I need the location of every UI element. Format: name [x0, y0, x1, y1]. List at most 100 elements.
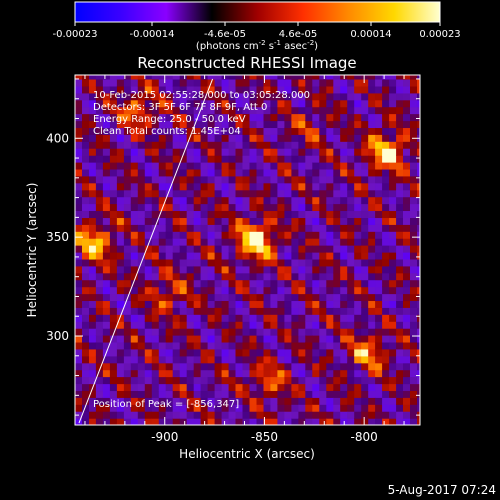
heatmap-pixel [89, 245, 97, 253]
heatmap-pixel [144, 134, 153, 142]
heatmap-pixel [417, 148, 420, 156]
heatmap-pixel [354, 300, 362, 308]
heatmap-pixel [242, 203, 251, 212]
heatmap-pixel [249, 411, 258, 419]
heatmap-pixel [375, 224, 383, 232]
heatmap-pixel [340, 79, 348, 87]
heatmap-pixel [417, 383, 420, 392]
heatmap-pixel [291, 99, 299, 108]
heatmap-pixel [235, 134, 244, 142]
heatmap-pixel [144, 168, 153, 177]
heatmap-pixel [144, 307, 153, 315]
heatmap-pixel [130, 376, 139, 385]
heatmap-pixel [193, 314, 202, 322]
heatmap-pixel [368, 196, 376, 205]
heatmap-pixel [382, 418, 390, 425]
heatmap-pixel [319, 335, 327, 343]
heatmap-pixel [354, 141, 362, 149]
heatmap-pixel [368, 272, 376, 281]
heatmap-pixel [326, 335, 334, 343]
heatmap-pixel [75, 120, 83, 129]
heatmap-pixel [116, 134, 125, 142]
heatmap-pixel [410, 113, 418, 122]
heatmap-pixel [326, 113, 334, 122]
heatmap-pixel [368, 328, 376, 336]
heatmap-pixel [403, 369, 411, 378]
heatmap-pixel [347, 85, 355, 94]
heatmap-pixel [256, 85, 265, 94]
heatmap-pixel [207, 175, 216, 184]
heatmap-pixel [82, 272, 90, 281]
heatmap-pixel [347, 224, 355, 232]
heatmap-pixel [354, 404, 362, 412]
heatmap-pixel [116, 238, 125, 246]
heatmap-pixel [410, 245, 418, 253]
heatmap-pixel [186, 203, 195, 212]
heatmap-pixel [270, 155, 278, 163]
heatmap-pixel [410, 120, 418, 129]
heatmap-pixel [193, 321, 202, 329]
heatmap-pixel [319, 85, 327, 94]
heatmap-pixel [277, 300, 285, 308]
heatmap-pixel [417, 418, 420, 425]
heatmap-pixel [89, 175, 97, 184]
heatmap-pixel [242, 134, 251, 142]
heatmap-pixel [382, 217, 390, 225]
heatmap-pixel [116, 217, 125, 225]
heatmap-pixel [284, 182, 292, 191]
heatmap-pixel [389, 113, 397, 122]
heatmap-pixel [319, 418, 327, 425]
heatmap-pixel [137, 175, 146, 184]
heatmap-pixel [95, 362, 104, 371]
heatmap-pixel [144, 272, 153, 281]
heatmap-pixel [130, 272, 139, 281]
heatmap-pixel [347, 155, 355, 163]
heatmap-pixel [151, 196, 160, 205]
heatmap-pixel [396, 168, 404, 177]
heatmap-pixel [207, 300, 216, 308]
heatmap-pixel [305, 189, 313, 198]
heatmap-pixel [382, 155, 390, 163]
heatmap-pixel [410, 328, 418, 336]
heatmap-pixel [89, 328, 97, 336]
heatmap-pixel [144, 175, 153, 184]
heatmap-pixel [207, 355, 216, 364]
heatmap-pixel [82, 376, 90, 385]
heatmap-pixel [375, 404, 383, 412]
heatmap-pixel [249, 279, 258, 288]
heatmap-pixel [312, 162, 320, 170]
heatmap-pixel [319, 272, 327, 281]
heatmap-pixel [151, 328, 160, 336]
heatmap-pixel [179, 127, 188, 135]
heatmap-pixel [109, 141, 118, 149]
heatmap-pixel [214, 106, 223, 115]
heatmap-pixel [130, 210, 139, 219]
heatmap-pixel [347, 293, 355, 302]
heatmap-pixel [249, 168, 258, 177]
heatmap-pixel [417, 293, 420, 302]
heatmap-pixel [158, 134, 167, 142]
heatmap-pixel [137, 369, 146, 378]
heatmap-pixel [123, 134, 132, 142]
heatmap-pixel [375, 238, 383, 246]
heatmap-pixel [305, 369, 313, 378]
heatmap-pixel [284, 155, 292, 163]
heatmap-pixel [158, 196, 167, 205]
heatmap-pixel [214, 148, 223, 156]
heatmap-pixel [207, 113, 216, 122]
heatmap-pixel [193, 300, 202, 308]
heatmap-pixel [123, 307, 132, 315]
heatmap-pixel [89, 92, 97, 101]
heatmap-pixel [354, 162, 362, 170]
heatmap-pixel [403, 79, 411, 87]
heatmap-pixel [95, 265, 104, 274]
heatmap-pixel [228, 355, 237, 364]
heatmap-pixel [116, 162, 125, 170]
heatmap-pixel [228, 217, 237, 225]
heatmap-pixel [89, 300, 97, 308]
heatmap-pixel [277, 383, 285, 392]
heatmap-pixel [382, 148, 390, 156]
heatmap-pixel [137, 162, 146, 170]
heatmap-pixel [326, 134, 334, 142]
heatmap-pixel [249, 99, 258, 108]
